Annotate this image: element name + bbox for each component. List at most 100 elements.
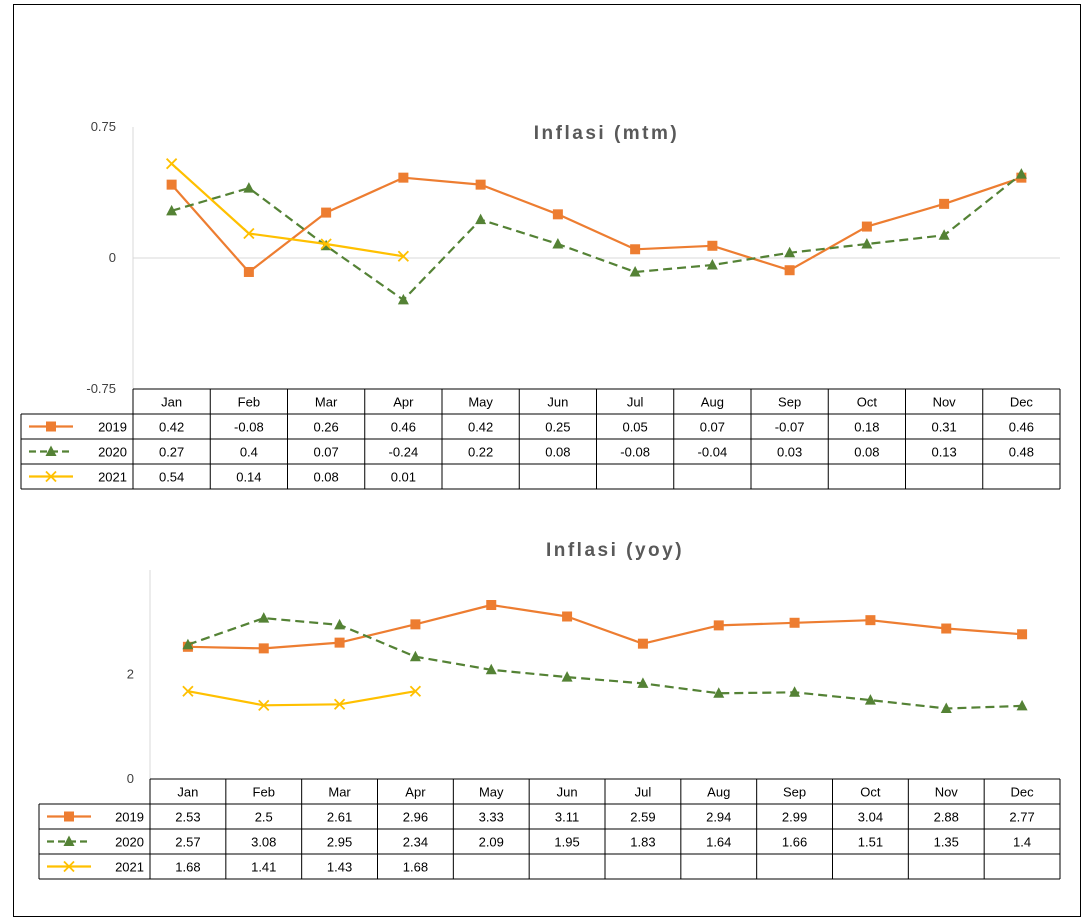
table-cell-value: 3.33 — [479, 810, 504, 825]
table-cell-value: 0.42 — [159, 420, 184, 435]
x-category-label: Aug — [701, 395, 724, 410]
legend-series-name: 2019 — [98, 420, 127, 435]
x-category-label: Jun — [557, 785, 578, 800]
y-tick-label: 0 — [109, 250, 116, 265]
series-2019 — [182, 600, 1028, 654]
legend-series-name: 2021 — [98, 470, 127, 485]
table-cell-value: 3.08 — [251, 835, 276, 850]
y-tick-label: 0 — [127, 771, 134, 786]
chart-title: Inflasi (yoy) — [546, 540, 684, 561]
data-point-marker — [485, 663, 497, 675]
table-cell-value: 0.22 — [468, 445, 493, 460]
x-category-label: Sep — [783, 785, 806, 800]
x-category-label: Oct — [857, 395, 878, 410]
table-cell-value: 0.08 — [854, 445, 879, 460]
data-point-marker — [941, 623, 952, 634]
table-cell-value: 2.61 — [327, 810, 352, 825]
data-point-marker — [938, 229, 950, 240]
table-cell-value: 2.95 — [327, 835, 352, 850]
table-cell-value: 2.5 — [255, 810, 273, 825]
x-category-label: Nov — [933, 395, 957, 410]
data-point-marker — [182, 638, 194, 650]
table-cell-value: 1.68 — [403, 860, 428, 875]
data-point-marker — [165, 158, 178, 170]
table-cell-value: 0.13 — [931, 445, 956, 460]
table-cell-value: 0.25 — [545, 420, 570, 435]
x-category-label: Feb — [238, 395, 260, 410]
x-category-label: Jul — [635, 785, 652, 800]
data-point-marker — [637, 677, 649, 688]
data-point-marker — [865, 615, 876, 626]
data-point-marker — [939, 198, 950, 209]
data-point-marker — [486, 600, 497, 611]
data-point-marker — [321, 207, 332, 218]
x-category-label: Dec — [1011, 785, 1035, 800]
data-point-marker — [409, 685, 422, 697]
data-point-marker — [706, 258, 718, 270]
chart-frame — [13, 4, 1081, 917]
x-category-label: May — [479, 785, 504, 800]
table-cell-value: 2.34 — [403, 835, 428, 850]
series-line — [170, 162, 404, 258]
x-category-label: Feb — [253, 785, 275, 800]
table-cell-value: 0.07 — [313, 445, 338, 460]
series-line — [171, 173, 1023, 301]
table-cell-value: 1.51 — [858, 835, 883, 850]
data-point-marker — [334, 618, 346, 630]
data-point-marker — [320, 238, 332, 250]
table-cell-value: 0.01 — [391, 470, 416, 485]
y-tick-label: -0.75 — [86, 381, 116, 396]
data-point-marker — [940, 702, 952, 713]
series-2020 — [182, 612, 1028, 713]
data-point-marker — [713, 620, 724, 631]
table-cell-value: 2.57 — [175, 835, 200, 850]
data-point-marker — [397, 293, 409, 305]
table-cell-value: 0.31 — [931, 420, 956, 435]
data-point-marker — [243, 227, 255, 240]
data-point-marker — [475, 213, 487, 225]
table-cell-value: 2.88 — [934, 810, 959, 825]
table-cell-value: 0.54 — [159, 470, 184, 485]
chart-title: Inflasi (mtm) — [534, 123, 679, 144]
table-cell-value: 1.43 — [327, 860, 352, 875]
y-tick-label: 0.75 — [91, 119, 116, 134]
data-point-marker — [166, 204, 178, 216]
chart-2: Inflasi (yoy) 2 0 Jan Feb Mar Apr May Jun Jul Aug S… — [38, 540, 1061, 880]
table-cell-value: 0.27 — [159, 445, 184, 460]
data-table: Jan Feb Mar Apr May Jun Jul Aug Sep Oct Nov Dec 2019… — [20, 388, 1061, 490]
table-cell-value: -0.08 — [620, 445, 650, 460]
table-cell-value: -0.24 — [389, 445, 419, 460]
data-point-marker — [864, 694, 876, 705]
legend-key-marker — [45, 445, 57, 456]
data-point-marker — [784, 265, 795, 276]
table-cell-value: 1.95 — [554, 835, 579, 850]
table-cell-value: 0.08 — [313, 470, 338, 485]
x-category-label: Oct — [860, 785, 881, 800]
x-category-label: Dec — [1010, 395, 1034, 410]
data-point-marker — [409, 650, 421, 662]
data-point-marker — [1016, 699, 1028, 711]
data-point-marker — [707, 240, 718, 251]
table-cell-value: 3.04 — [858, 810, 883, 825]
series-line — [187, 603, 1023, 650]
x-category-label: Jul — [627, 395, 644, 410]
series-2019 — [166, 172, 1027, 277]
data-point-marker — [398, 172, 409, 183]
table-cell-value: 1.68 — [175, 860, 200, 875]
x-category-label: Jan — [177, 785, 198, 800]
chart-1: Inflasi (mtm) 0.75 0 -0.75 Jan Feb Mar Apr May Ju… — [20, 119, 1061, 490]
series-2021 — [165, 158, 410, 262]
data-point-marker — [182, 685, 194, 697]
table-cell-value: 2.53 — [175, 810, 200, 825]
table-cell-value: -0.08 — [234, 420, 264, 435]
x-category-label: May — [468, 395, 493, 410]
table-cell-value: 0.03 — [777, 445, 802, 460]
data-point-marker — [166, 179, 177, 190]
legend-series-name: 2020 — [98, 445, 127, 460]
data-point-marker — [784, 246, 796, 258]
data-point-marker — [397, 250, 410, 262]
legend-series-name: 2021 — [115, 860, 144, 875]
data-point-marker — [475, 179, 486, 190]
table-cell-value: 2.99 — [782, 810, 807, 825]
